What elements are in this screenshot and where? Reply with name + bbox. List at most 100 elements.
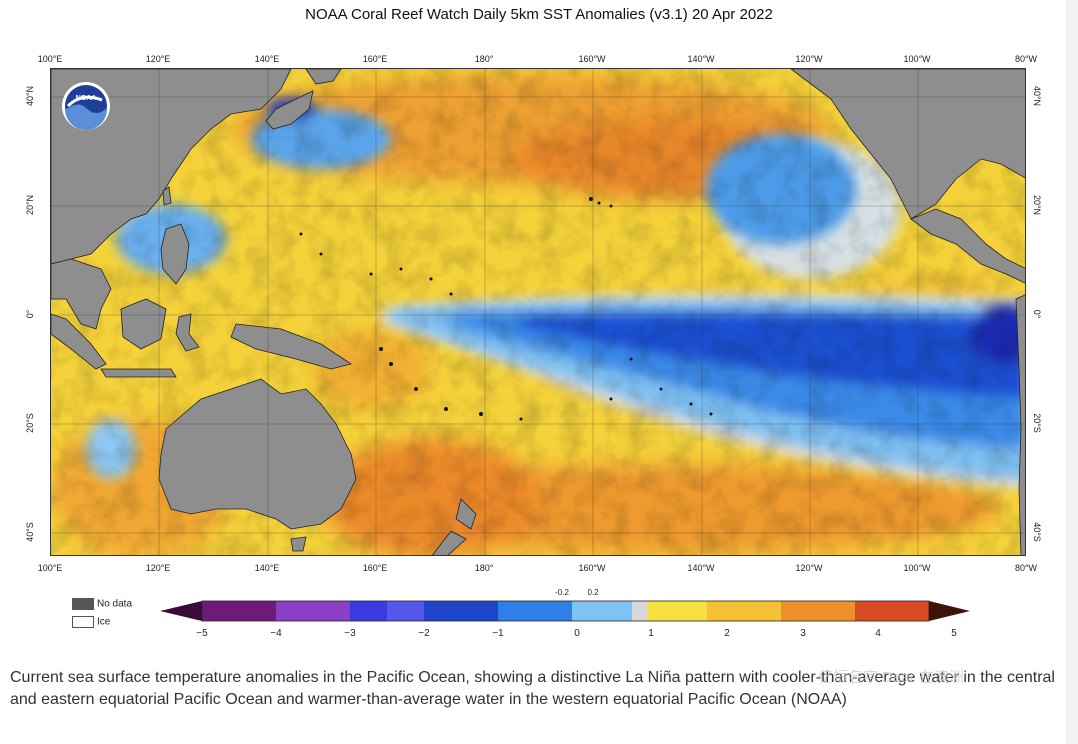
colorbar-segment <box>387 601 424 621</box>
noaa-logo: NOAA <box>62 82 110 131</box>
island <box>399 267 403 271</box>
lon-tick-top: 140°E <box>254 54 280 64</box>
colorbar-segment <box>647 601 707 621</box>
island <box>689 402 693 406</box>
lon-tick-bottom: 120°W <box>795 563 823 573</box>
island <box>389 362 393 366</box>
colorbar-segment <box>424 601 498 621</box>
lon-tick-top: 120°E <box>145 54 171 64</box>
lat-tick-right: 20°N <box>1032 194 1042 216</box>
colorbar-min-arrow <box>160 601 202 621</box>
lat-tick-right: 0° <box>1032 309 1042 319</box>
island <box>429 277 433 281</box>
map-title: NOAA Coral Reef Watch Daily 5km SST Anom… <box>305 6 773 23</box>
colorbar-segment <box>498 601 572 621</box>
lon-tick-top: 160°E <box>362 54 388 64</box>
island <box>369 272 373 276</box>
lat-tick-right: 40°S <box>1032 522 1042 542</box>
legend-no-data: No data <box>72 598 132 610</box>
colorbar <box>160 600 970 622</box>
lon-tick-bottom: 100°W <box>903 563 931 573</box>
land-new-zealand-south <box>432 530 467 555</box>
island <box>444 407 448 411</box>
colorbar-tick-label: −5 <box>196 628 208 639</box>
lat-tick-left: 40°S <box>25 522 35 542</box>
island <box>589 197 593 201</box>
land-sumatra <box>51 313 107 370</box>
land-taiwan <box>162 186 172 206</box>
pacific-islands <box>299 197 713 421</box>
colorbar-tick-label: 0 <box>574 628 580 639</box>
colorbar-tick-label: −1 <box>492 628 504 639</box>
lat-tick-left: 20°S <box>25 413 35 433</box>
colorbar-segment <box>855 601 929 621</box>
lon-tick-bottom: 120°E <box>145 563 171 573</box>
land-philippines <box>160 223 190 285</box>
watermark: 亿恒名字 Dear 在澳洲 <box>818 669 964 686</box>
island <box>629 357 633 361</box>
island <box>519 417 523 421</box>
colorbar-segment <box>707 601 781 621</box>
lon-tick-top: 180° <box>474 54 494 64</box>
lon-tick-bottom: 140°W <box>687 563 715 573</box>
land-kamchatka <box>305 69 342 85</box>
land-new-guinea <box>230 323 352 370</box>
ice-swatch <box>72 616 94 628</box>
island <box>414 387 418 391</box>
sst-anomaly-map: NOAA <box>50 68 1026 556</box>
island <box>479 412 483 416</box>
colorbar-segment <box>632 601 647 621</box>
land-borneo <box>120 298 167 350</box>
lon-tick-bottom: 140°E <box>254 563 280 573</box>
island <box>709 412 713 416</box>
colorbar-segment <box>276 601 350 621</box>
colorbar-tick-label: 3 <box>800 628 806 639</box>
lon-tick-bottom: 160°W <box>578 563 606 573</box>
no-data-label: No data <box>97 598 133 610</box>
figure-caption: Current sea surface temperature anomalie… <box>10 669 1055 708</box>
land-tasmania <box>290 536 307 552</box>
lat-tick-right: 40°N <box>1032 85 1042 107</box>
graticule <box>51 69 1025 555</box>
lon-tick-top: 80°W <box>1014 54 1038 64</box>
colorbar-tick-label: −2 <box>418 628 430 639</box>
island <box>379 347 383 351</box>
lon-tick-bottom: 160°E <box>362 563 388 573</box>
lat-tick-right: 20°S <box>1032 413 1042 433</box>
colorbar-segment <box>781 601 855 621</box>
lon-tick-top: 160°W <box>578 54 606 64</box>
lat-tick-left: 40°N <box>25 85 35 107</box>
island <box>319 252 323 256</box>
land-asia <box>51 69 292 265</box>
lat-tick-left: 20°N <box>25 194 35 216</box>
colorbar-segment <box>350 601 387 621</box>
colorbar-tick-label: 4 <box>875 628 881 639</box>
island <box>609 397 613 401</box>
lon-tick-bottom: 80°W <box>1014 563 1038 573</box>
land-sulawesi <box>175 313 200 352</box>
lon-tick-bottom: 180° <box>474 563 494 573</box>
colorbar-segment <box>202 601 276 621</box>
island <box>659 387 663 391</box>
lon-tick-top: 140°W <box>687 54 715 64</box>
colorbar-tick-label: −3 <box>344 628 356 639</box>
legend-ice: Ice <box>72 616 110 628</box>
land-new-zealand-north <box>455 498 477 530</box>
no-data-swatch <box>72 598 94 610</box>
lon-tick-top: 120°W <box>795 54 823 64</box>
colorbar-segment <box>572 601 632 621</box>
land-north-america <box>790 69 1025 220</box>
ice-label: Ice <box>97 616 111 628</box>
island <box>299 232 303 236</box>
colorbar-max-arrow <box>929 601 970 621</box>
colorbar-tick-label: 1 <box>648 628 654 639</box>
island <box>449 292 453 296</box>
land-indochina <box>51 258 112 330</box>
colorbar-tick-label: 5 <box>951 628 957 639</box>
land-south-america <box>1015 294 1025 555</box>
colorbar-tick-label: 2 <box>724 628 730 639</box>
land-java <box>100 368 177 378</box>
land-japan <box>265 90 314 130</box>
land-australia <box>158 378 357 530</box>
edge-strip <box>1066 0 1078 744</box>
